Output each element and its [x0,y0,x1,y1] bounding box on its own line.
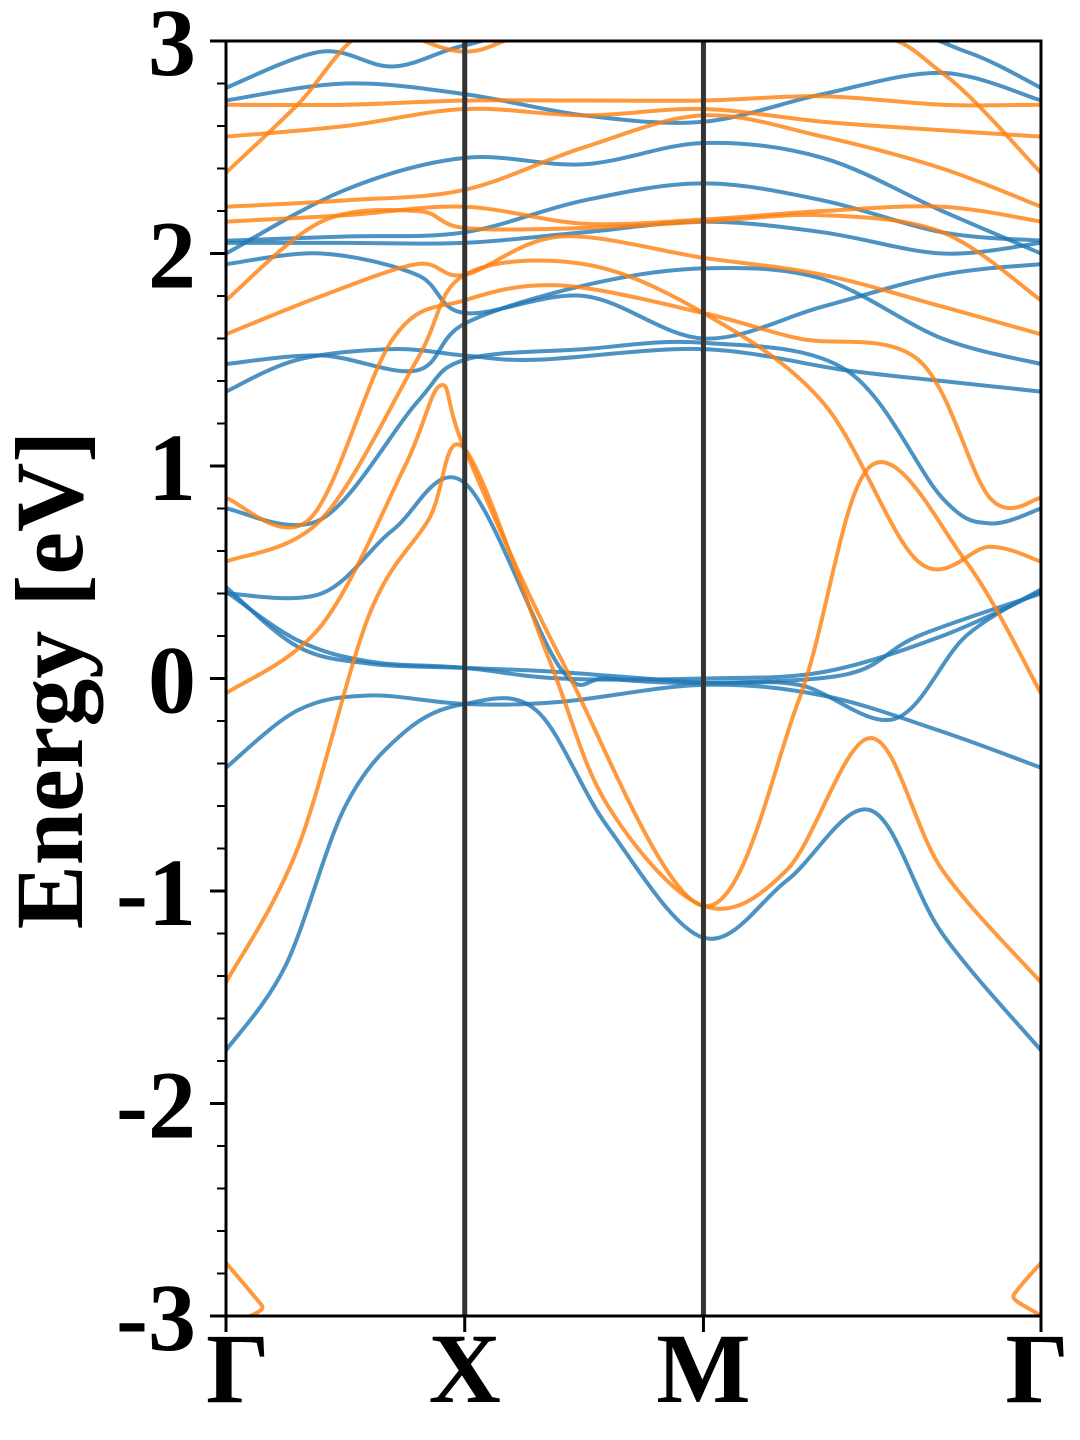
spin-down-band-26 [226,1260,1041,1316]
y-tick-label-6: -3 [116,1264,196,1371]
spin-down-band-16 [226,383,1041,908]
spin-up-band-2 [226,585,1041,723]
spin-down-band-19 [226,234,1041,337]
y-tick-label-5: -2 [116,1052,196,1159]
spin-up-band-1 [226,682,1041,770]
spin-down-band-24 [226,94,1041,108]
x-tick-label-3: Γ [1005,1313,1069,1424]
spin-up-band-3 [226,589,1041,682]
spin-down-band-18 [226,283,1041,530]
y-tick-label-1: 2 [148,202,196,309]
spin-up-band-11 [226,140,1041,256]
spin-up-band-14 [226,1314,1041,1316]
band-lines [226,41,1041,1316]
x-tick-label-0: Γ [206,1313,270,1424]
spin-down-band-21 [226,204,1041,227]
spin-down-band-25 [226,41,1041,175]
y-tick-label-3: 0 [148,627,196,734]
y-axis-label: Energy [eV] [0,431,103,930]
x-tick-label-2: M [656,1313,750,1424]
spin-up-band-13 [226,41,1041,90]
spin-up-band-7 [226,265,1041,374]
y-axis: 3 2 1 0 -1 -2 -3 [116,0,226,1371]
spin-up-band-6 [226,346,1041,394]
spin-up-band-12 [226,70,1041,125]
spin-down-band-17 [226,258,1041,572]
y-tick-label-0: 3 [148,0,196,96]
spin-down-band-23 [226,106,1041,139]
y-tick-label-4: -1 [116,839,196,946]
y-tick-label-2: 1 [148,414,196,521]
spin-up-band-4 [226,475,1041,687]
spin-up-band-0 [226,696,1041,1053]
x-tick-label-1: X [429,1313,501,1424]
k-point-lines [462,41,706,1316]
spin-up-band-5 [226,339,1041,528]
spin-down-band-22 [226,113,1041,209]
spin-up-band-8 [226,251,1041,341]
spin-down-band-15 [226,442,1041,985]
